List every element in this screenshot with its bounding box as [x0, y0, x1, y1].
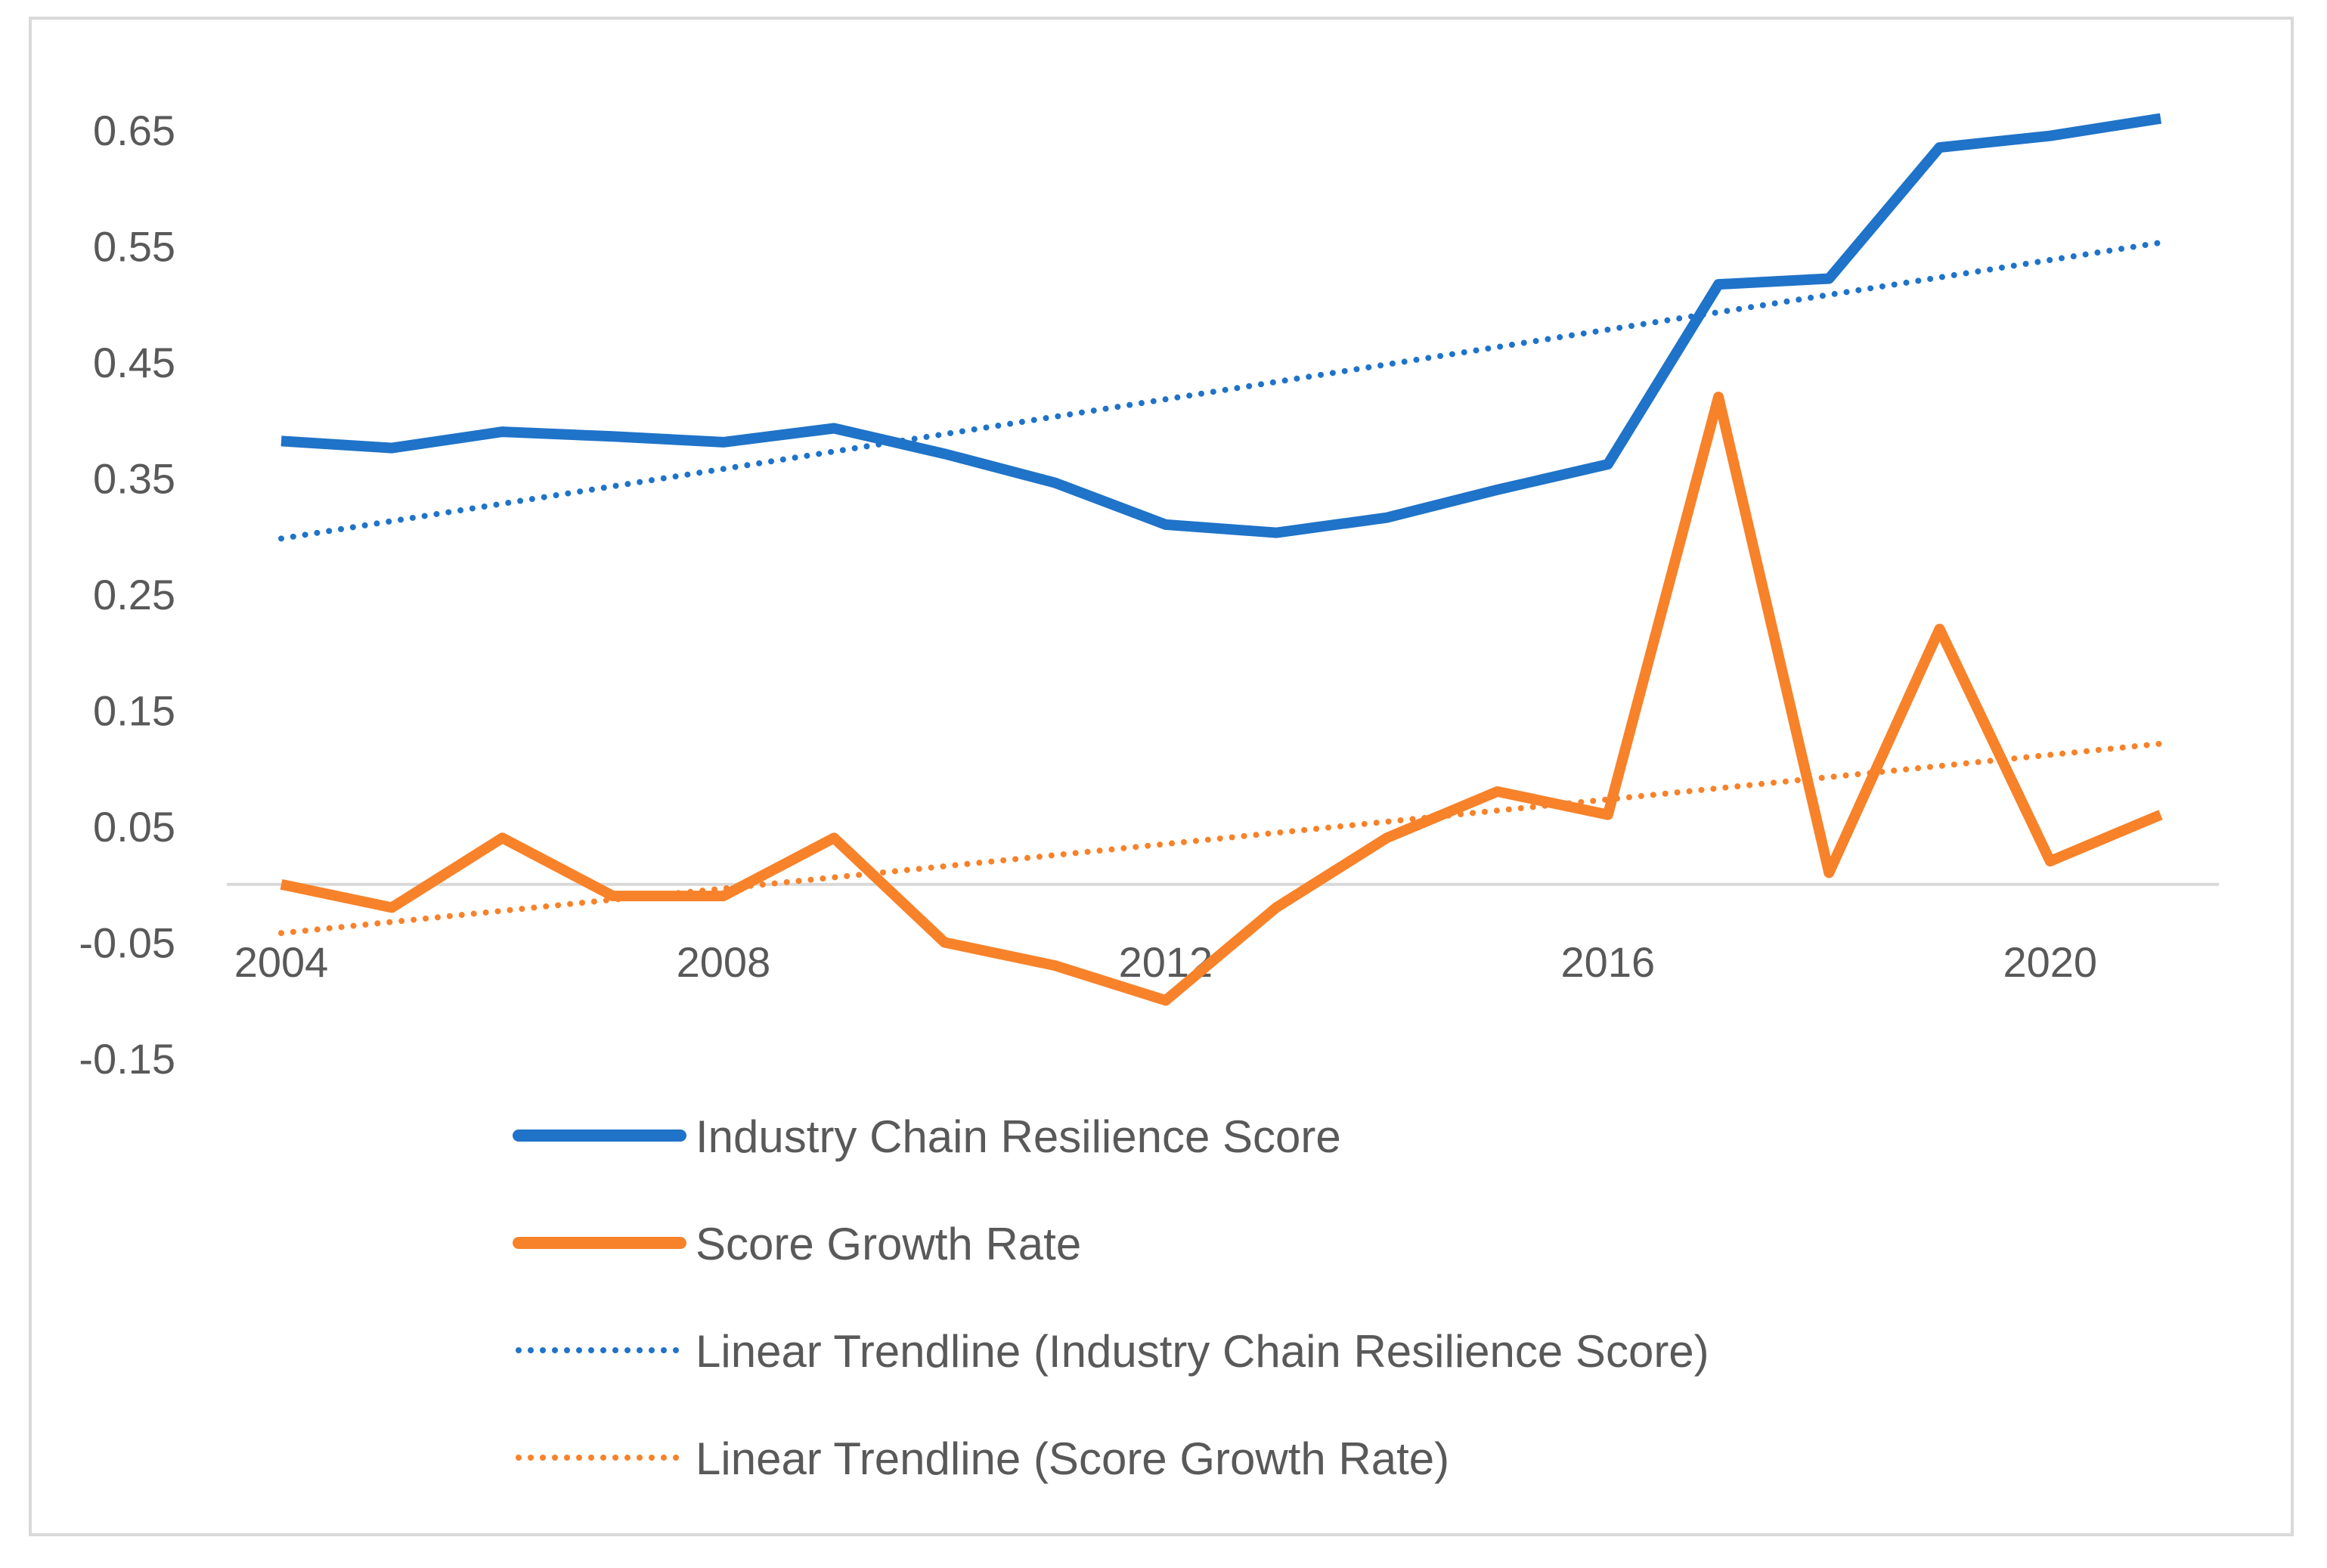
legend: Industry Chain Resilience Score Score Gro… — [513, 1111, 1709, 1484]
x-tick-label: 2004 — [234, 938, 329, 986]
legend-label: Score Growth Rate — [696, 1219, 1081, 1269]
y-tick-label: 0.35 — [93, 455, 175, 503]
series-line-linear-trendline-score-growth-rate — [278, 740, 2164, 937]
plot-area — [278, 113, 2164, 1006]
series-line-score-growth-rate — [280, 392, 2163, 1006]
axes: 0.65 0.55 0.45 0.35 0.25 0.15 0.05 -0.05 -0.15 20… — [79, 107, 2219, 1083]
legend-item: Industry Chain Resilience Score — [513, 1111, 1341, 1162]
x-tick-label: 2016 — [1561, 938, 1656, 986]
y-tick-label: -0.15 — [79, 1035, 175, 1083]
legend-label: Industry Chain Resilience Score — [696, 1111, 1341, 1162]
series-line-industry-chain-resilience-score — [280, 113, 2162, 538]
y-tick-label: 0.15 — [93, 687, 175, 735]
y-tick-label: -0.05 — [79, 919, 175, 967]
legend-item: Linear Trendline (Score Growth Rate) — [516, 1433, 1449, 1484]
x-tick-label: 2008 — [677, 938, 771, 986]
y-tick-label: 0.55 — [93, 223, 175, 271]
legend-item: Score Growth Rate — [513, 1219, 1081, 1269]
y-tick-label: 0.65 — [93, 107, 175, 154]
chart-frame — [29, 17, 2294, 1536]
series-line-linear-trendline-industry-chain-resilience-score — [278, 239, 2164, 542]
x-tick-label: 2020 — [2003, 938, 2097, 986]
y-tick-label: 0.25 — [93, 571, 175, 618]
y-tick-label: 0.05 — [93, 803, 175, 851]
y-tick-label: 0.45 — [93, 339, 175, 386]
legend-label: Linear Trendline (Score Growth Rate) — [696, 1433, 1449, 1484]
legend-item: Linear Trendline (Industry Chain Resilie… — [516, 1326, 1709, 1377]
legend-label: Linear Trendline (Industry Chain Resilie… — [696, 1326, 1709, 1377]
